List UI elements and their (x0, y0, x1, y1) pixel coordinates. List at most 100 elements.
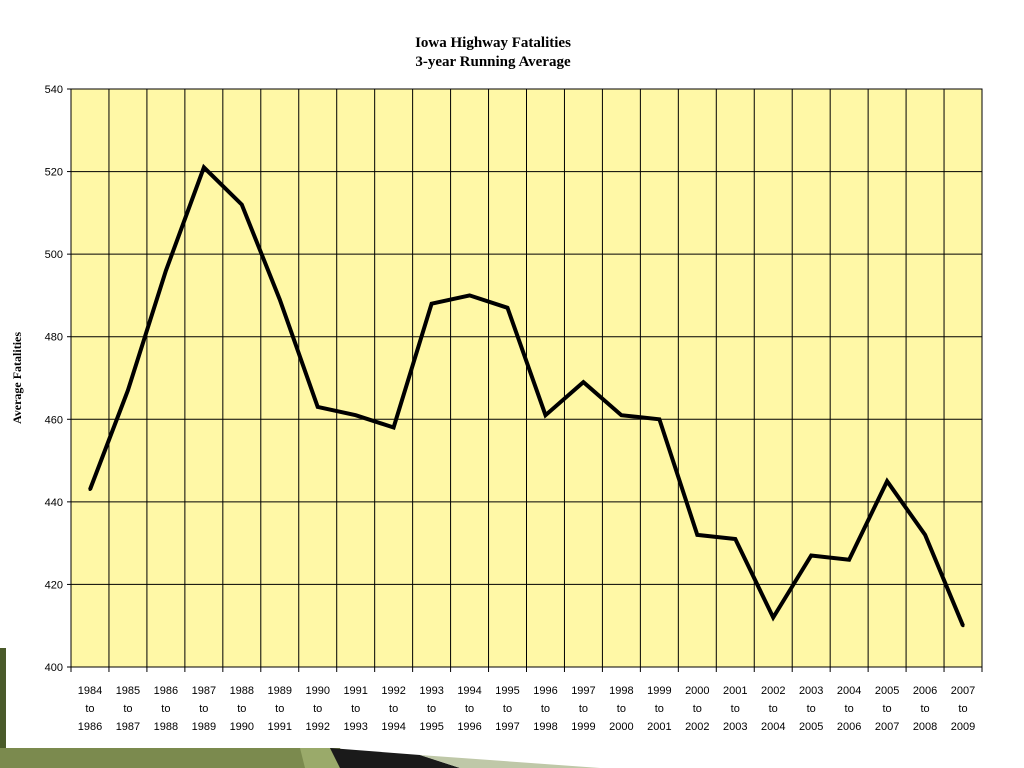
x-tick-label: to (769, 703, 778, 715)
x-tick-label: to (845, 703, 854, 715)
chart-title-line1: Iowa Highway Fatalities (415, 35, 571, 51)
x-tick-label: to (427, 703, 436, 715)
x-axis-ticks: 1984 to 1986 1985 to 1987 1986 to 1988 1987 to 1989… (78, 685, 976, 733)
y-tick-label: 440 (45, 497, 63, 509)
x-tick-label: 2004 (837, 685, 861, 697)
x-tick-label: to (731, 703, 740, 715)
slide-decoration (0, 648, 600, 768)
data-point (354, 413, 358, 417)
series-line (88, 163, 965, 627)
data-point (733, 537, 737, 541)
x-tick-label: to (958, 703, 967, 715)
y-tick-label: 500 (45, 249, 63, 261)
x-tick-label: 1998 (533, 721, 557, 733)
data-point (657, 417, 661, 421)
y-tick-label: 540 (45, 84, 63, 96)
x-tick-label: to (465, 703, 474, 715)
series-layer (88, 163, 965, 628)
x-tick-label: to (920, 703, 929, 715)
data-point (506, 306, 510, 310)
x-tick-label: 2008 (913, 721, 937, 733)
x-tick-label: 2000 (609, 721, 633, 733)
x-tick-label: 1988 (230, 685, 254, 697)
x-tick-label: 1991 (343, 685, 367, 697)
x-tick-label: 1996 (457, 721, 481, 733)
x-tick-label: to (541, 703, 550, 715)
x-tick-label: 1987 (116, 721, 140, 733)
x-tick-label: 1989 (268, 685, 292, 697)
x-tick-label: 2006 (913, 685, 937, 697)
x-tick-label: 2005 (799, 721, 823, 733)
x-tick-label: to (579, 703, 588, 715)
data-point (88, 487, 92, 491)
x-tick-label: 1993 (419, 685, 443, 697)
x-tick-label: to (351, 703, 360, 715)
x-tick-label: 1984 (78, 685, 102, 697)
x-tick-label: 2007 (875, 721, 899, 733)
data-point (771, 615, 775, 619)
x-tick-label: to (161, 703, 170, 715)
x-tick-label: to (693, 703, 702, 715)
x-tick-label: 1996 (533, 685, 557, 697)
x-tick-label: 1992 (381, 685, 405, 697)
data-point (961, 624, 965, 628)
data-point (619, 413, 623, 417)
data-point (885, 479, 889, 483)
x-tick-label: 2002 (685, 721, 709, 733)
y-tick-label: 460 (45, 414, 63, 426)
x-tick-label: 1986 (78, 721, 102, 733)
data-point (126, 388, 130, 392)
x-tick-label: 1988 (154, 721, 178, 733)
x-tick-label: 1995 (419, 721, 443, 733)
x-tick-label: 2001 (647, 721, 671, 733)
x-tick-label: 1994 (457, 685, 481, 697)
x-tick-label: to (807, 703, 816, 715)
data-point (430, 302, 434, 306)
data-point (202, 165, 206, 169)
x-tick-label: 1997 (571, 685, 595, 697)
x-tick-label: 2005 (875, 685, 899, 697)
x-tick-label: 2003 (799, 685, 823, 697)
grid (67, 88, 983, 672)
x-tick-label: 2004 (761, 721, 785, 733)
x-tick-label: 1999 (647, 685, 671, 697)
y-tick-label: 400 (45, 662, 63, 674)
x-tick-label: 1989 (192, 721, 216, 733)
y-tick-label: 520 (45, 167, 63, 179)
x-tick-label: 1995 (495, 685, 519, 697)
data-point (392, 426, 396, 430)
y-tick-label: 420 (45, 579, 63, 591)
x-tick-label: to (275, 703, 284, 715)
x-tick-label: 1987 (192, 685, 216, 697)
x-tick-label: 1993 (343, 721, 367, 733)
data-point (543, 413, 547, 417)
x-tick-label: 1999 (571, 721, 595, 733)
x-tick-label: 2009 (951, 721, 975, 733)
x-tick-label: 2000 (685, 685, 709, 697)
data-point (468, 293, 472, 297)
data-point (847, 558, 851, 562)
x-tick-label: 1985 (116, 685, 140, 697)
x-tick-label: to (313, 703, 322, 715)
data-point (923, 533, 927, 537)
x-tick-label: to (883, 703, 892, 715)
data-point (240, 203, 244, 207)
chart-title-line2: 3-year Running Average (415, 54, 571, 70)
data-point (695, 533, 699, 537)
y-tick-label: 480 (45, 332, 63, 344)
x-tick-label: 1986 (154, 685, 178, 697)
x-tick-label: to (237, 703, 246, 715)
x-tick-label: 1998 (609, 685, 633, 697)
x-tick-label: 1990 (230, 721, 254, 733)
data-point (278, 298, 282, 302)
data-point (164, 269, 168, 273)
x-tick-label: 2001 (723, 685, 747, 697)
x-tick-label: 1991 (268, 721, 292, 733)
x-tick-label: to (617, 703, 626, 715)
data-point (316, 405, 320, 409)
x-tick-label: to (503, 703, 512, 715)
x-tick-label: to (123, 703, 132, 715)
x-tick-label: 2007 (951, 685, 975, 697)
x-tick-label: 1990 (305, 685, 329, 697)
